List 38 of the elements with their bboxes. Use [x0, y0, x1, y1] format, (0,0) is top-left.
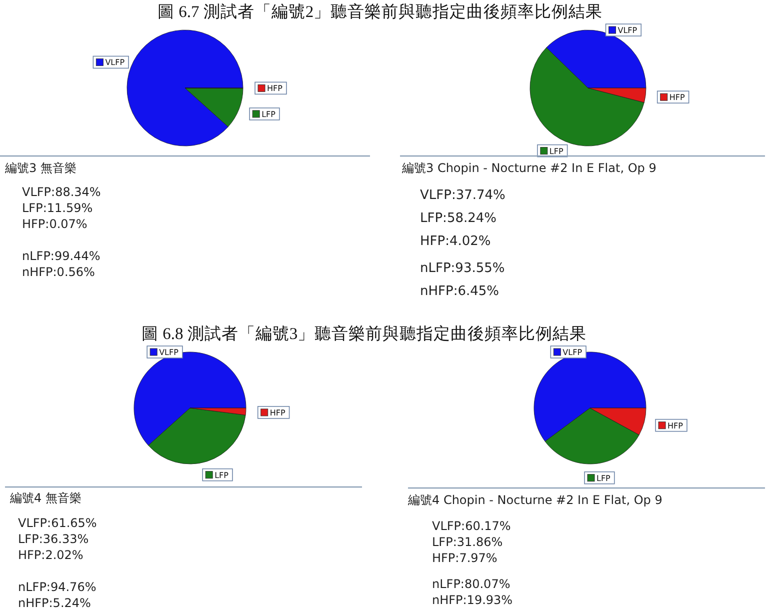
text: 圖 6.8 測試者「編號3」聽音樂前與聽指定曲後頻率比例結果 — [141, 324, 587, 343]
legend-label: LFP — [549, 146, 564, 156]
text: VLFP:60.17% — [432, 519, 511, 533]
legend-label: VLFP — [562, 348, 582, 357]
text: 編號3 Chopin - Nocturne #2 In E Flat, Op 9 — [401, 161, 656, 175]
text: VLFP:37.74% — [420, 188, 506, 203]
text: nLFP:80.07% — [432, 577, 510, 591]
text: 編號4 Chopin - Nocturne #2 In E Flat, Op 9 — [407, 493, 662, 507]
legend-label: LFP — [262, 110, 276, 119]
text: HFP:2.02% — [18, 548, 84, 562]
text: LFP:36.33% — [18, 532, 89, 546]
text: LFP:58.24% — [420, 211, 497, 226]
text: VLFP:61.65% — [18, 516, 97, 530]
text: VLFP:88.34% — [22, 185, 101, 199]
legend-label: HFP — [668, 421, 684, 430]
text: HFP:7.97% — [432, 551, 498, 565]
legend-label: VLFP — [105, 58, 125, 68]
text: nHFP:5.24% — [18, 596, 91, 610]
text: 圖 6.7 測試者「編號2」聽音樂前與聽指定曲後頻率比例結果 — [157, 2, 603, 21]
legend-label: LFP — [214, 470, 229, 480]
legend-label: HFP — [669, 93, 685, 102]
text: LFP:11.59% — [22, 201, 93, 215]
legend-label: HFP — [267, 84, 283, 94]
text: nLFP:93.55% — [420, 261, 505, 276]
legend-label: VLFP — [159, 348, 179, 357]
text: 編號3 無音樂 — [4, 161, 76, 175]
text: LFP:31.86% — [432, 535, 503, 549]
text: nLFP:94.76% — [18, 580, 96, 594]
text: 編號4 無音樂 — [9, 491, 82, 505]
legend-label: VLFP — [618, 26, 638, 35]
legend-label: LFP — [596, 474, 611, 483]
text: nHFP:19.93% — [432, 593, 513, 607]
text: nLFP:99.44% — [22, 249, 100, 263]
legend-label: HFP — [270, 408, 286, 418]
text: HFP:4.02% — [420, 234, 491, 249]
text: nHFP:0.56% — [22, 265, 95, 279]
text: nHFP:6.45% — [420, 284, 500, 299]
text: HFP:0.07% — [22, 217, 88, 231]
